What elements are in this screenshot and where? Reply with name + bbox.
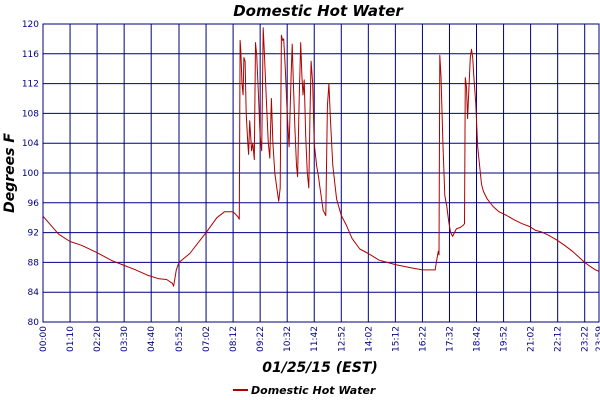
- y-tick-label: 100: [22, 169, 39, 179]
- y-tick-label: 84: [28, 288, 40, 298]
- x-tick-label: 09:22: [256, 326, 266, 352]
- x-tick-label: 23:22: [581, 326, 591, 352]
- legend-label: Domestic Hot Water: [251, 384, 376, 397]
- y-tick-label: 116: [22, 50, 39, 60]
- series-layer: [42, 27, 600, 287]
- y-tick-label: 92: [28, 229, 39, 239]
- plot-border: [42, 23, 600, 323]
- x-tick-label: 14:02: [364, 326, 374, 352]
- y-tick-label: 80: [28, 318, 40, 328]
- y-tick-label: 120: [22, 20, 39, 30]
- x-tick-label: 08:12: [229, 326, 239, 352]
- grid-lines: [43, 24, 599, 322]
- y-tick-label: 104: [22, 139, 39, 149]
- x-tick-label: 07:02: [202, 326, 212, 352]
- x-tick-label: 17:32: [445, 326, 455, 352]
- x-tick-label: 11:42: [310, 326, 320, 352]
- x-tick-label: 15:12: [391, 326, 401, 352]
- x-tick-labels: 00:00 01:10 02:20 03:30 04:40 05:52 07:02 08:12…: [39, 326, 600, 352]
- y-axis-label: Degrees F: [2, 133, 18, 213]
- x-tick-label: 02:20: [93, 326, 103, 352]
- x-tick-label: 21:02: [527, 326, 537, 352]
- y-tick-label: 108: [22, 109, 39, 119]
- y-tick-label: 96: [28, 199, 40, 209]
- x-tick-label: 04:40: [147, 326, 157, 352]
- x-tick-label: 00:00: [39, 326, 49, 352]
- y-tick-label: 88: [28, 258, 40, 268]
- x-tick-label: 05:52: [175, 326, 185, 352]
- x-tick-label: 19:52: [500, 326, 510, 352]
- x-tick-label: 16:22: [418, 326, 428, 352]
- chart-title: Domestic Hot Water: [233, 2, 404, 20]
- x-tick-label: 01:10: [66, 326, 76, 352]
- x-tick-label: 12:52: [337, 326, 347, 352]
- series-line-domestic-hot-water: [42, 27, 600, 287]
- legend: Domestic Hot Water: [233, 384, 376, 397]
- y-tick-labels: 80 84 88 92 96 100 104 108 112 116 120: [22, 20, 39, 328]
- x-tick-label: 23:59: [595, 326, 600, 352]
- x-tick-label: 03:30: [120, 326, 130, 352]
- x-tick-label: 22:12: [554, 326, 564, 352]
- y-tick-label: 112: [22, 80, 39, 90]
- x-axis-label: 01/25/15 (EST): [262, 360, 378, 376]
- x-tick-label: 10:32: [283, 326, 293, 352]
- x-tick-label: 18:42: [473, 326, 483, 352]
